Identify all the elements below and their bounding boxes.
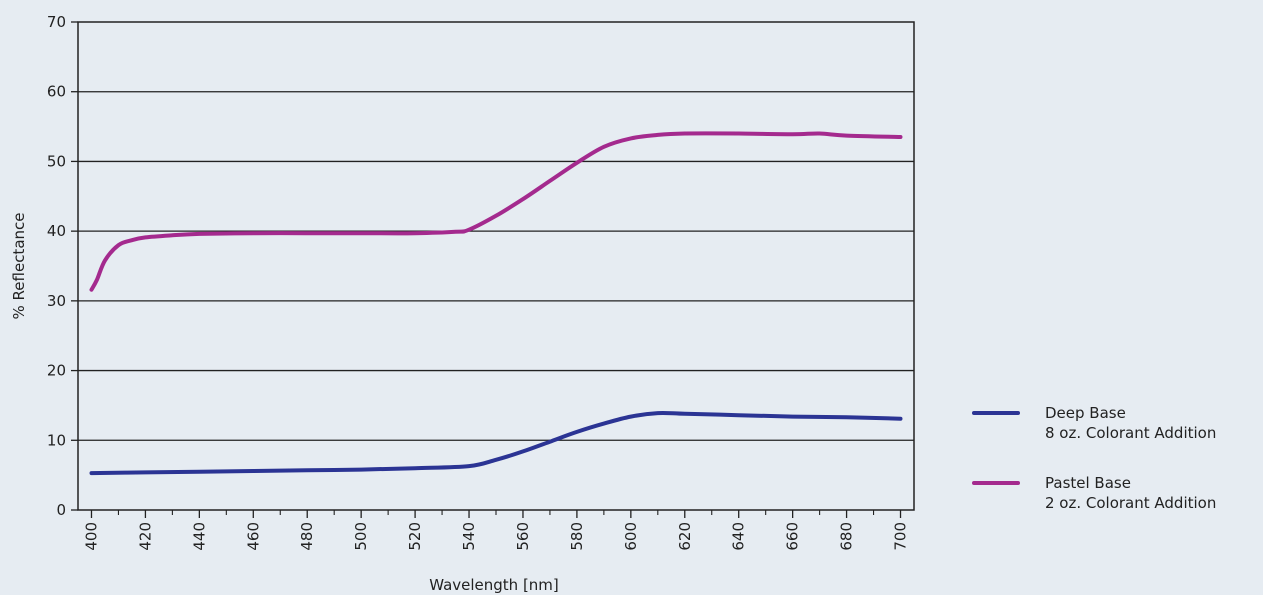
legend-sublabel: 2 oz. Colorant Addition <box>1045 494 1216 512</box>
y-tick-label: 40 <box>47 222 66 240</box>
series-line-deep-base <box>89 410 903 476</box>
x-tick-label: 600 <box>622 522 640 551</box>
x-tick-label: 640 <box>730 522 748 551</box>
y-tick-label: 10 <box>47 431 66 449</box>
y-tick-label: 50 <box>47 152 66 170</box>
x-axis: 400 420 440 460 480 500 520 540 560 580 600 620 640 6… <box>82 510 910 551</box>
plot-area-frame <box>77 21 915 511</box>
x-tick-label: 660 <box>784 522 802 551</box>
y-tick-label: 20 <box>47 362 66 380</box>
x-axis-title: Wavelength [nm] <box>429 576 559 594</box>
y-tick-label: 70 <box>47 13 66 31</box>
x-tick-label: 540 <box>460 522 478 551</box>
series-lines <box>89 131 903 476</box>
y-tick-label: 60 <box>47 83 66 101</box>
x-tick-label: 680 <box>838 522 856 551</box>
y-axis: 0 10 20 30 40 50 60 70 <box>47 13 78 519</box>
x-tick-label: 620 <box>676 522 694 551</box>
x-tick-label: 400 <box>82 522 100 551</box>
x-tick-label: 700 <box>892 522 910 551</box>
y-tick-label: 30 <box>47 292 66 310</box>
x-tick-label: 480 <box>298 522 316 551</box>
legend-item-pastel-base: Pastel Base 2 oz. Colorant Addition <box>972 474 1216 512</box>
legend-label: Deep Base <box>1045 404 1126 422</box>
legend-label: Pastel Base <box>1045 474 1131 492</box>
x-tick-label: 560 <box>514 522 532 551</box>
legend-sublabel: 8 oz. Colorant Addition <box>1045 424 1216 442</box>
x-tick-label: 440 <box>190 522 208 551</box>
gridlines <box>78 91 914 441</box>
y-tick-label: 0 <box>56 501 66 519</box>
legend-item-deep-base: Deep Base 8 oz. Colorant Addition <box>972 404 1216 442</box>
series-line-pastel-base <box>89 131 903 292</box>
x-tick-label: 500 <box>352 522 370 551</box>
y-axis-title: % Reflectance <box>10 213 28 320</box>
x-tick-label: 460 <box>244 522 262 551</box>
x-tick-label: 420 <box>136 522 154 551</box>
x-tick-label: 580 <box>568 522 586 551</box>
x-tick-label: 520 <box>406 522 424 551</box>
legend: Deep Base 8 oz. Colorant Addition Pastel B… <box>972 404 1216 512</box>
